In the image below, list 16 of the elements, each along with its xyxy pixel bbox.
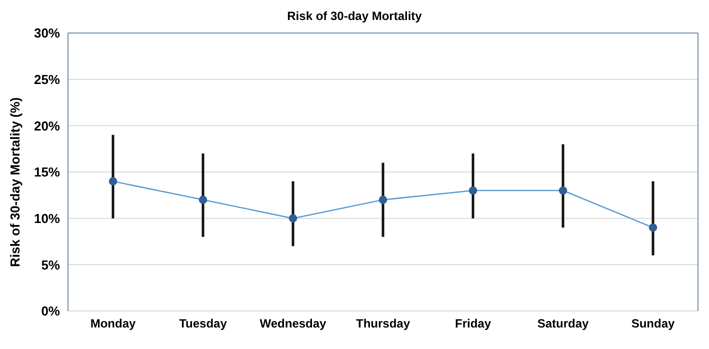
y-tick-label: 5% [41,257,60,272]
y-tick-label: 15% [34,164,60,180]
y-tick-label: 25% [34,72,60,87]
x-tick-label: Sunday [631,316,675,331]
y-tick-label: 20% [34,118,60,134]
x-tick-label: Tuesday [179,316,228,331]
y-tick-label: 30% [34,26,60,41]
chart-title: Risk of 30-day Mortality [286,8,423,25]
x-tick-label: Thursday [356,316,410,331]
y-axis-title: Risk of 30-day Mortality (%) [8,97,23,267]
x-tick-label: Wednesday [260,316,327,331]
x-tick-label: Friday [454,316,492,331]
y-tick-label: 0% [41,304,60,319]
x-tick-label: Monday [90,316,136,331]
y-tick-label: 10% [34,210,60,226]
x-tick-label: Saturday [537,316,589,331]
